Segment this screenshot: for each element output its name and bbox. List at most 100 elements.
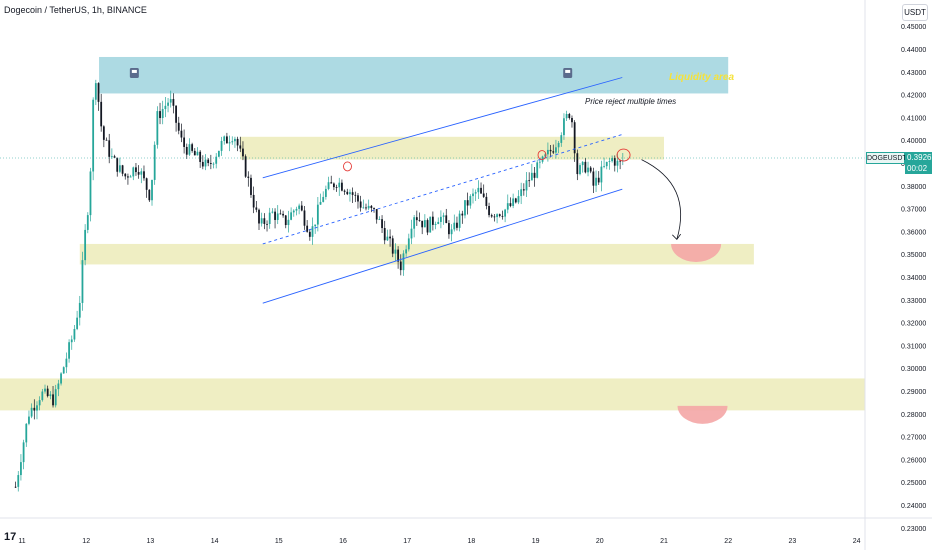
liquidity-icon-left	[129, 67, 139, 78]
candle-body	[303, 210, 306, 226]
candle-body	[611, 158, 614, 162]
candle-body	[102, 126, 105, 140]
candle-body	[234, 138, 236, 142]
candle-body	[480, 187, 482, 194]
x-tick-label: 21	[660, 538, 668, 545]
candle-body	[73, 328, 76, 340]
candle-body	[54, 389, 57, 406]
candle-body	[375, 209, 378, 220]
candle-body	[148, 189, 151, 201]
candle-body	[135, 167, 137, 173]
candle-body	[17, 475, 20, 487]
candle-body	[405, 249, 408, 254]
candle-body	[100, 101, 103, 127]
candle-body	[89, 171, 92, 216]
candle-body	[49, 394, 52, 397]
candle-body	[538, 161, 541, 163]
candle-body	[338, 182, 341, 188]
candle-body	[298, 205, 301, 209]
candle-body	[397, 249, 400, 262]
candle-body	[169, 99, 172, 103]
candle-body	[129, 176, 132, 178]
chart-title: Dogecoin / TetherUS, 1h, BINANCE	[4, 5, 147, 15]
target-bowl-upper	[671, 243, 722, 262]
candle-body	[423, 220, 426, 228]
candle-body	[448, 223, 450, 235]
candle-body	[603, 166, 605, 167]
candle-body	[290, 212, 293, 220]
candle-body	[28, 416, 30, 424]
candle-body	[140, 171, 143, 175]
candle-body	[70, 339, 73, 343]
candle-body	[389, 236, 391, 239]
candle-body	[247, 176, 250, 178]
candle-body	[60, 373, 62, 384]
candle-body	[212, 163, 215, 165]
candle-body	[65, 358, 68, 368]
candle-body	[613, 158, 616, 166]
candle-body	[597, 177, 600, 183]
candle-body	[314, 224, 317, 227]
rejection-marker-3	[616, 148, 631, 162]
candle-body	[555, 147, 557, 153]
y-tick-label: 0.35000	[901, 252, 926, 259]
candle-body	[41, 391, 44, 401]
candle-body	[156, 111, 159, 145]
projection-arrowhead	[672, 233, 682, 240]
candle-body	[341, 182, 343, 191]
y-tick-label: 0.36000	[901, 229, 926, 236]
candle-body	[450, 229, 453, 235]
y-tick-label: 0.34000	[901, 275, 926, 282]
candle-body	[563, 118, 565, 136]
candle-body	[260, 218, 263, 224]
candle-body	[600, 166, 603, 183]
candle-body	[525, 180, 528, 191]
candle-body	[504, 209, 507, 217]
currency-button[interactable]: USDT	[902, 4, 928, 21]
candle-body	[201, 161, 204, 167]
candle-body	[78, 302, 81, 318]
candle-body	[76, 317, 79, 329]
candle-body	[426, 220, 429, 233]
candle-body	[552, 151, 555, 153]
candle-body	[217, 150, 220, 157]
candle-body	[84, 229, 87, 261]
candle-body	[250, 177, 252, 195]
candle-body	[413, 217, 416, 229]
x-tick-label: 14	[211, 538, 219, 545]
candle-body	[295, 208, 298, 211]
candle-body	[399, 261, 402, 271]
candle-body	[573, 122, 576, 154]
candle-body	[319, 201, 322, 205]
y-tick-label: 0.23000	[901, 526, 926, 533]
candle-body	[381, 219, 383, 229]
candle-body	[185, 146, 188, 155]
candle-body	[472, 193, 474, 197]
candle-body	[62, 367, 65, 374]
y-tick-label: 0.28000	[901, 412, 926, 419]
candle-body	[44, 388, 46, 392]
candle-body	[493, 216, 496, 218]
x-tick-label: 17	[403, 538, 411, 545]
candle-body	[402, 253, 405, 271]
candle-body	[456, 222, 458, 228]
candle-body	[335, 187, 338, 188]
candle-body	[354, 194, 357, 196]
candle-body	[177, 122, 180, 131]
candle-body	[127, 176, 129, 178]
candle-body	[530, 172, 533, 181]
y-tick-label: 0.30000	[901, 366, 926, 373]
candle-body	[153, 144, 156, 180]
candle-body	[268, 212, 271, 225]
candle-body	[565, 113, 568, 119]
bar-countdown: 00:02	[907, 164, 928, 173]
candle-body	[330, 182, 333, 184]
tradingview-logo[interactable]: 17	[4, 531, 17, 543]
candle-body	[407, 238, 410, 250]
candle-body	[119, 165, 121, 172]
candle-body	[351, 192, 354, 195]
candle-body	[514, 198, 517, 203]
candle-body	[276, 213, 279, 220]
